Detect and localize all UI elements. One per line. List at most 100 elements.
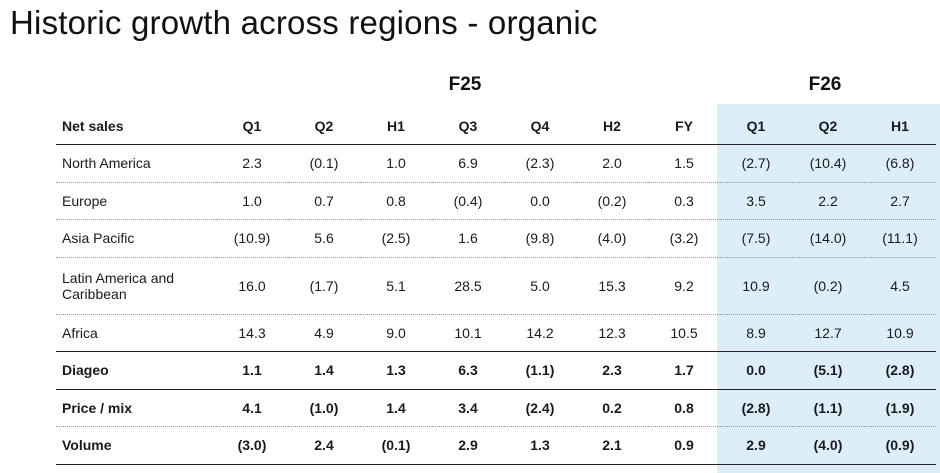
table-cell: 8.9 <box>720 314 792 352</box>
period-label-f25: F25 <box>448 74 482 95</box>
table-cell: (0.2) <box>576 182 648 220</box>
header-cell: H2 <box>576 107 648 145</box>
table-cell: 1.3 <box>360 351 432 390</box>
header-cell: Net sales <box>56 107 216 145</box>
table-cell: (4.0) <box>576 219 648 258</box>
row-label: Asia Pacific <box>56 219 216 258</box>
table-cell: (0.4) <box>432 182 504 220</box>
table-cell: 0.8 <box>648 389 720 427</box>
table-cell: 0.9 <box>648 426 720 465</box>
header-cell: Q2 <box>288 107 360 145</box>
table-cell: 5.1 <box>360 257 432 315</box>
table-cell: (10.9) <box>216 219 288 258</box>
header-cell: Q1 <box>720 107 792 145</box>
header-cell: Q2 <box>792 107 864 145</box>
table-cell: 10.9 <box>720 257 792 315</box>
table-cell: 2.0 <box>576 144 648 183</box>
table-cell: (1.1) <box>792 389 864 427</box>
table-cell: 1.7 <box>648 351 720 390</box>
table-cell: 5.6 <box>288 219 360 258</box>
table-cell: (2.8) <box>864 351 936 390</box>
growth-table: Net sales Q1 Q2 H1 Q3 Q4 H2 FY Q1 Q2 H1 … <box>56 107 936 465</box>
header-cell: FY <box>648 107 720 145</box>
table-cell: 0.2 <box>576 389 648 427</box>
header-cell: Q4 <box>504 107 576 145</box>
table-cell: 3.4 <box>432 389 504 427</box>
table-row: Diageo 1.1 1.4 1.3 6.3 (1.1) 2.3 1.7 0.0… <box>56 351 936 390</box>
table-cell: (2.7) <box>720 144 792 183</box>
table-row: Africa 14.3 4.9 9.0 10.1 14.2 12.3 10.5 … <box>56 314 936 352</box>
table-row: Volume (3.0) 2.4 (0.1) 2.9 1.3 2.1 0.9 2… <box>56 426 936 465</box>
table-cell: 1.3 <box>504 426 576 465</box>
table-cell: (4.0) <box>792 426 864 465</box>
table-row: Latin America and Caribbean 16.0 (1.7) 5… <box>56 257 936 315</box>
header-cell: H1 <box>360 107 432 145</box>
table-cell: 1.1 <box>216 351 288 390</box>
table-cell: 6.3 <box>432 351 504 390</box>
row-label: Latin America and Caribbean <box>56 257 216 315</box>
table-cell: (6.8) <box>864 144 936 183</box>
table-row: North America 2.3 (0.1) 1.0 6.9 (2.3) 2.… <box>56 144 936 183</box>
table-cell: (2.8) <box>720 389 792 427</box>
row-label: Diageo <box>56 351 216 390</box>
table-cell: 1.4 <box>288 351 360 390</box>
table-cell: 14.2 <box>504 314 576 352</box>
table-cell: (2.4) <box>504 389 576 427</box>
table-cell: 0.3 <box>648 182 720 220</box>
header-cell: Q1 <box>216 107 288 145</box>
table-cell: (1.9) <box>864 389 936 427</box>
header-cell: H1 <box>864 107 936 145</box>
header-cell: Q3 <box>432 107 504 145</box>
table-cell: 1.4 <box>360 389 432 427</box>
table-cell: (3.0) <box>216 426 288 465</box>
row-label: Price / mix <box>56 389 216 427</box>
table-cell: 10.1 <box>432 314 504 352</box>
table-cell: 2.3 <box>216 144 288 183</box>
table-cell: 6.9 <box>432 144 504 183</box>
table-cell: 2.9 <box>720 426 792 465</box>
table-cell: (2.5) <box>360 219 432 258</box>
table-cell: 0.0 <box>720 351 792 390</box>
table-cell: (0.1) <box>288 144 360 183</box>
row-label: Africa <box>56 314 216 352</box>
table-cell: 2.2 <box>792 182 864 220</box>
table-cell: 14.3 <box>216 314 288 352</box>
table-cell: (2.3) <box>504 144 576 183</box>
table-cell: (3.2) <box>648 219 720 258</box>
table-cell: (0.2) <box>792 257 864 315</box>
table-cell: (7.5) <box>720 219 792 258</box>
row-label: North America <box>56 144 216 183</box>
table-cell: 4.5 <box>864 257 936 315</box>
page-title: Historic growth across regions - organic <box>10 4 598 41</box>
table-cell: 2.7 <box>864 182 936 220</box>
row-label: Europe <box>56 182 216 220</box>
table-row: Europe 1.0 0.7 0.8 (0.4) 0.0 (0.2) 0.3 3… <box>56 182 936 220</box>
table-cell: 16.0 <box>216 257 288 315</box>
table-cell: 10.5 <box>648 314 720 352</box>
table-cell: 9.0 <box>360 314 432 352</box>
table-cell: 1.6 <box>432 219 504 258</box>
table-cell: 12.3 <box>576 314 648 352</box>
table-cell: (0.1) <box>360 426 432 465</box>
table-cell: 5.0 <box>504 257 576 315</box>
table-cell: (10.4) <box>792 144 864 183</box>
table-cell: 10.9 <box>864 314 936 352</box>
table-cell: (1.7) <box>288 257 360 315</box>
table-cell: (1.0) <box>288 389 360 427</box>
table-cell: 0.0 <box>504 182 576 220</box>
table-cell: 1.5 <box>648 144 720 183</box>
table-cell: 15.3 <box>576 257 648 315</box>
table-cell: 3.5 <box>720 182 792 220</box>
table-cell: (9.8) <box>504 219 576 258</box>
table-cell: 12.7 <box>792 314 864 352</box>
table-cell: 4.9 <box>288 314 360 352</box>
table-cell: 2.1 <box>576 426 648 465</box>
row-label: Volume <box>56 426 216 465</box>
table-row: Price / mix 4.1 (1.0) 1.4 3.4 (2.4) 0.2 … <box>56 389 936 427</box>
table-cell: 0.7 <box>288 182 360 220</box>
period-label-f26: F26 <box>808 74 842 95</box>
table-cell: (11.1) <box>864 219 936 258</box>
table-cell: 2.4 <box>288 426 360 465</box>
table-row: Asia Pacific (10.9) 5.6 (2.5) 1.6 (9.8) … <box>56 219 936 258</box>
table-cell: 9.2 <box>648 257 720 315</box>
